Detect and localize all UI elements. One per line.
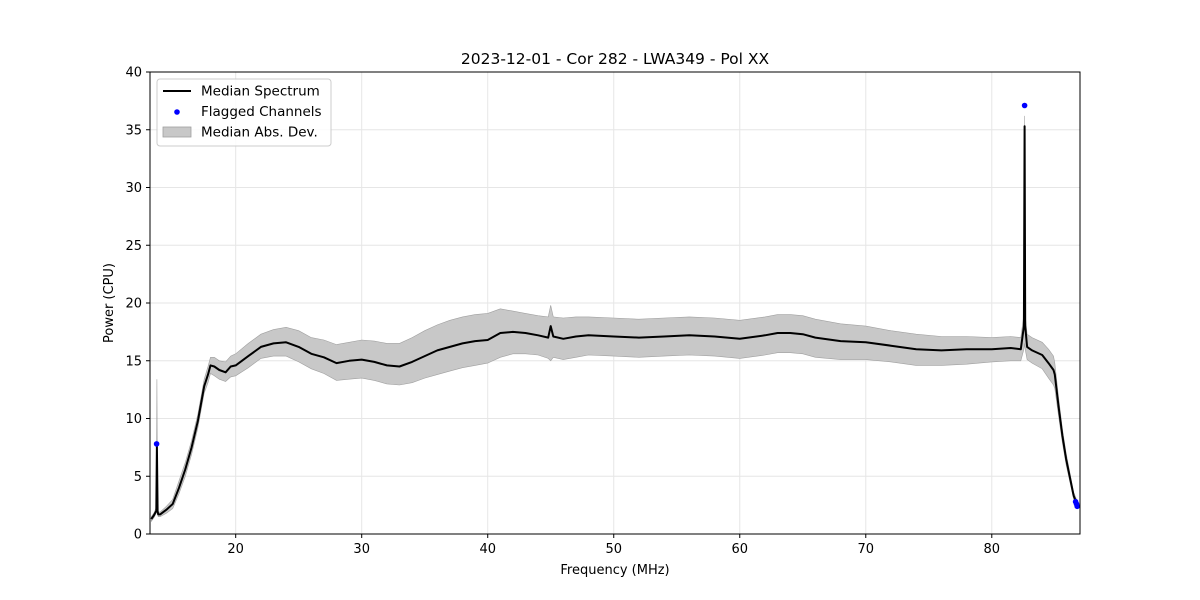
y-axis-title: Power (CPU) xyxy=(102,263,117,343)
x-axis-title: Frequency (MHz) xyxy=(560,563,669,578)
y-tick-label: 20 xyxy=(125,297,142,312)
y-tick-label: 10 xyxy=(125,412,142,427)
legend: Median Spectrum Flagged Channels Median … xyxy=(156,78,332,147)
y-tick-label: 35 xyxy=(125,123,142,138)
flagged-channel-point xyxy=(1021,102,1028,109)
flagged-points-layer xyxy=(153,102,1080,510)
chart-title: 2023-12-01 - Cor 282 - LWA349 - Pol XX xyxy=(461,50,770,68)
y-tick-label: 40 xyxy=(125,66,142,81)
median-spectrum-line xyxy=(150,125,1079,520)
y-tick-label: 30 xyxy=(125,181,142,196)
legend-median-spectrum: Median Spectrum xyxy=(201,84,320,100)
y-axis: 0 5 10 15 20 25 30 35 40 xyxy=(125,66,150,543)
y-tick-label: 0 xyxy=(134,528,142,543)
x-tick-label: 50 xyxy=(605,542,622,557)
x-tick-label: 60 xyxy=(731,542,748,557)
x-tick-label: 30 xyxy=(353,542,370,557)
legend-band-swatch xyxy=(162,126,192,138)
legend-box xyxy=(156,78,332,147)
x-tick-label: 70 xyxy=(857,542,874,557)
y-tick-label: 25 xyxy=(125,239,142,254)
x-tick-label: 40 xyxy=(479,542,496,557)
x-tick-label: 80 xyxy=(984,542,1001,557)
y-tick-label: 5 xyxy=(134,470,142,485)
y-tick-label: 15 xyxy=(125,354,142,369)
x-tick-label: 20 xyxy=(227,542,244,557)
flagged-channel-point xyxy=(1074,503,1080,510)
median-line-layer xyxy=(150,125,1079,520)
legend-median-abs-dev: Median Abs. Dev. xyxy=(201,125,318,141)
mad-band-layer xyxy=(151,115,1078,523)
x-axis: 20 30 40 50 60 70 80 xyxy=(227,534,1000,557)
legend-flagged-channels: Flagged Channels xyxy=(201,104,322,120)
mad-band xyxy=(151,115,1078,523)
legend-point-swatch xyxy=(174,109,180,115)
flagged-channel-point xyxy=(153,441,160,447)
